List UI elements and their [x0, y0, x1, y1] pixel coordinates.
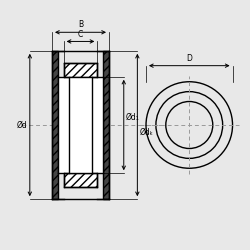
Text: Ød: Ød: [17, 120, 28, 130]
Bar: [70, 77, 92, 173]
Text: C: C: [78, 30, 83, 39]
Bar: [103, 51, 109, 199]
Text: Ød₁: Ød₁: [126, 113, 140, 122]
Bar: [58, 77, 103, 173]
Bar: [103, 51, 109, 199]
Text: Ødₖ: Ødₖ: [139, 128, 153, 137]
Bar: [64, 173, 97, 187]
Bar: [64, 63, 97, 77]
Text: D: D: [186, 54, 192, 63]
Bar: [52, 51, 58, 199]
Bar: [52, 51, 58, 199]
Text: B: B: [78, 20, 83, 29]
